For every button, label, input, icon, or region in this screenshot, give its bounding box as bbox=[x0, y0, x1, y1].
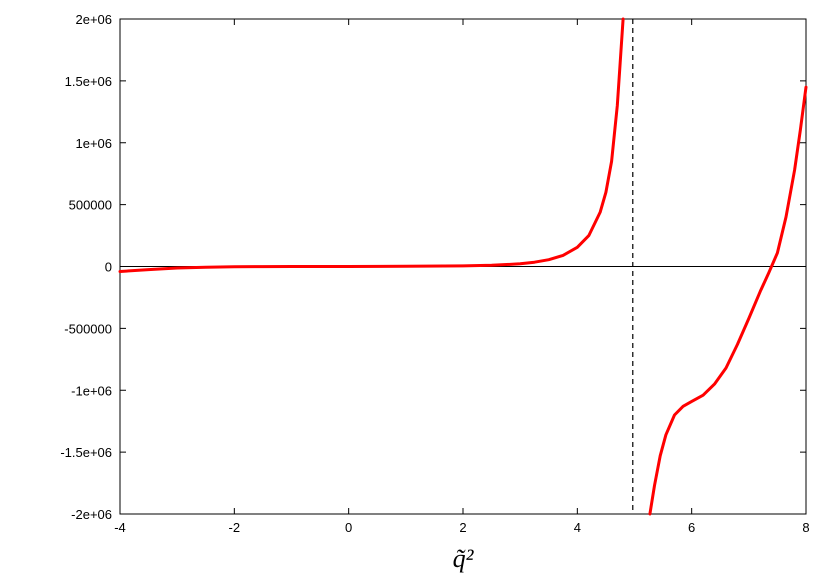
y-tick-label: -1e+06 bbox=[71, 383, 112, 398]
series-line-segment-1 bbox=[118, 17, 625, 273]
y-tick-label: -500000 bbox=[64, 321, 112, 336]
x-tick-label: -2 bbox=[229, 520, 241, 535]
x-tick-label: 8 bbox=[802, 520, 809, 535]
x-tick-label: 2 bbox=[459, 520, 466, 535]
x-tick-label: 4 bbox=[574, 520, 581, 535]
series-line-segment-2 bbox=[648, 85, 808, 516]
y-tick-label: 1e+06 bbox=[75, 136, 112, 151]
x-tick-label: 0 bbox=[345, 520, 352, 535]
tick-labels: -4 -2 0 2 4 6 8 -2e+06 -1.5e+06 -1e+06 -500000 0 500… bbox=[60, 12, 809, 535]
y-tick-label: 0 bbox=[105, 260, 112, 275]
y-tick-label: 1.5e+06 bbox=[65, 74, 112, 89]
x-tick-label: -4 bbox=[114, 520, 126, 535]
x-axis-title: q̃² bbox=[453, 544, 475, 573]
y-tick-label: -2e+06 bbox=[71, 507, 112, 522]
x-tick-label: 6 bbox=[688, 520, 695, 535]
y-tick-label: 2e+06 bbox=[75, 12, 112, 27]
y-tick-label: -1.5e+06 bbox=[60, 445, 112, 460]
series-group bbox=[118, 17, 808, 516]
y-tick-label: 500000 bbox=[69, 198, 112, 213]
